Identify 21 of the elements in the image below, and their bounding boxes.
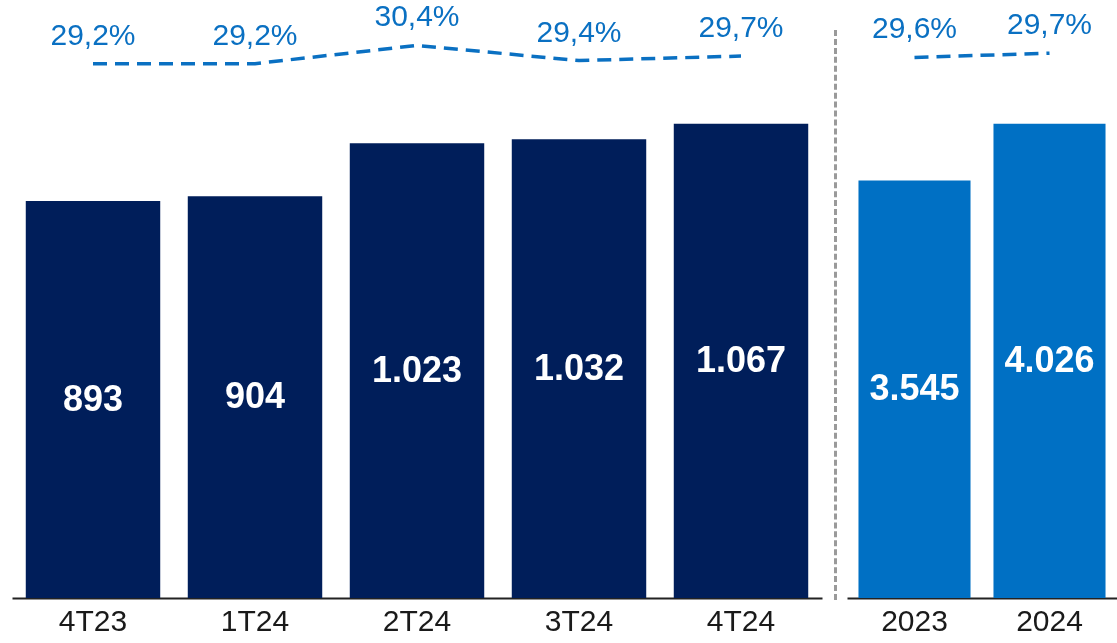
data-label: 3.545 [869, 367, 960, 409]
data-label: 893 [62, 377, 124, 419]
data-label: 1.067 [695, 338, 787, 380]
x-tick-label: 1T24 [220, 603, 290, 637]
x-tick-label: 2023 [881, 603, 948, 637]
data-label: 30,4% [374, 0, 460, 33]
x-tick-label: 2T24 [382, 603, 452, 637]
data-label: 29,2% [212, 17, 298, 51]
data-label: 29,7% [1006, 7, 1093, 41]
data-label: 29,4% [536, 14, 622, 48]
data-label: 29,7% [698, 10, 784, 44]
data-label: 1.032 [533, 346, 625, 388]
data-label: 4.026 [1004, 338, 1095, 380]
x-tick-label: 3T24 [544, 603, 614, 637]
x-tick-label: 4T24 [706, 603, 776, 637]
data-label: 29,6% [871, 11, 958, 45]
data-label: 1.023 [371, 348, 463, 390]
data-label: 29,2% [50, 17, 136, 51]
x-tick-label: 2024 [1016, 603, 1083, 637]
x-tick-label: 4T23 [58, 603, 128, 637]
data-label: 904 [224, 375, 286, 417]
